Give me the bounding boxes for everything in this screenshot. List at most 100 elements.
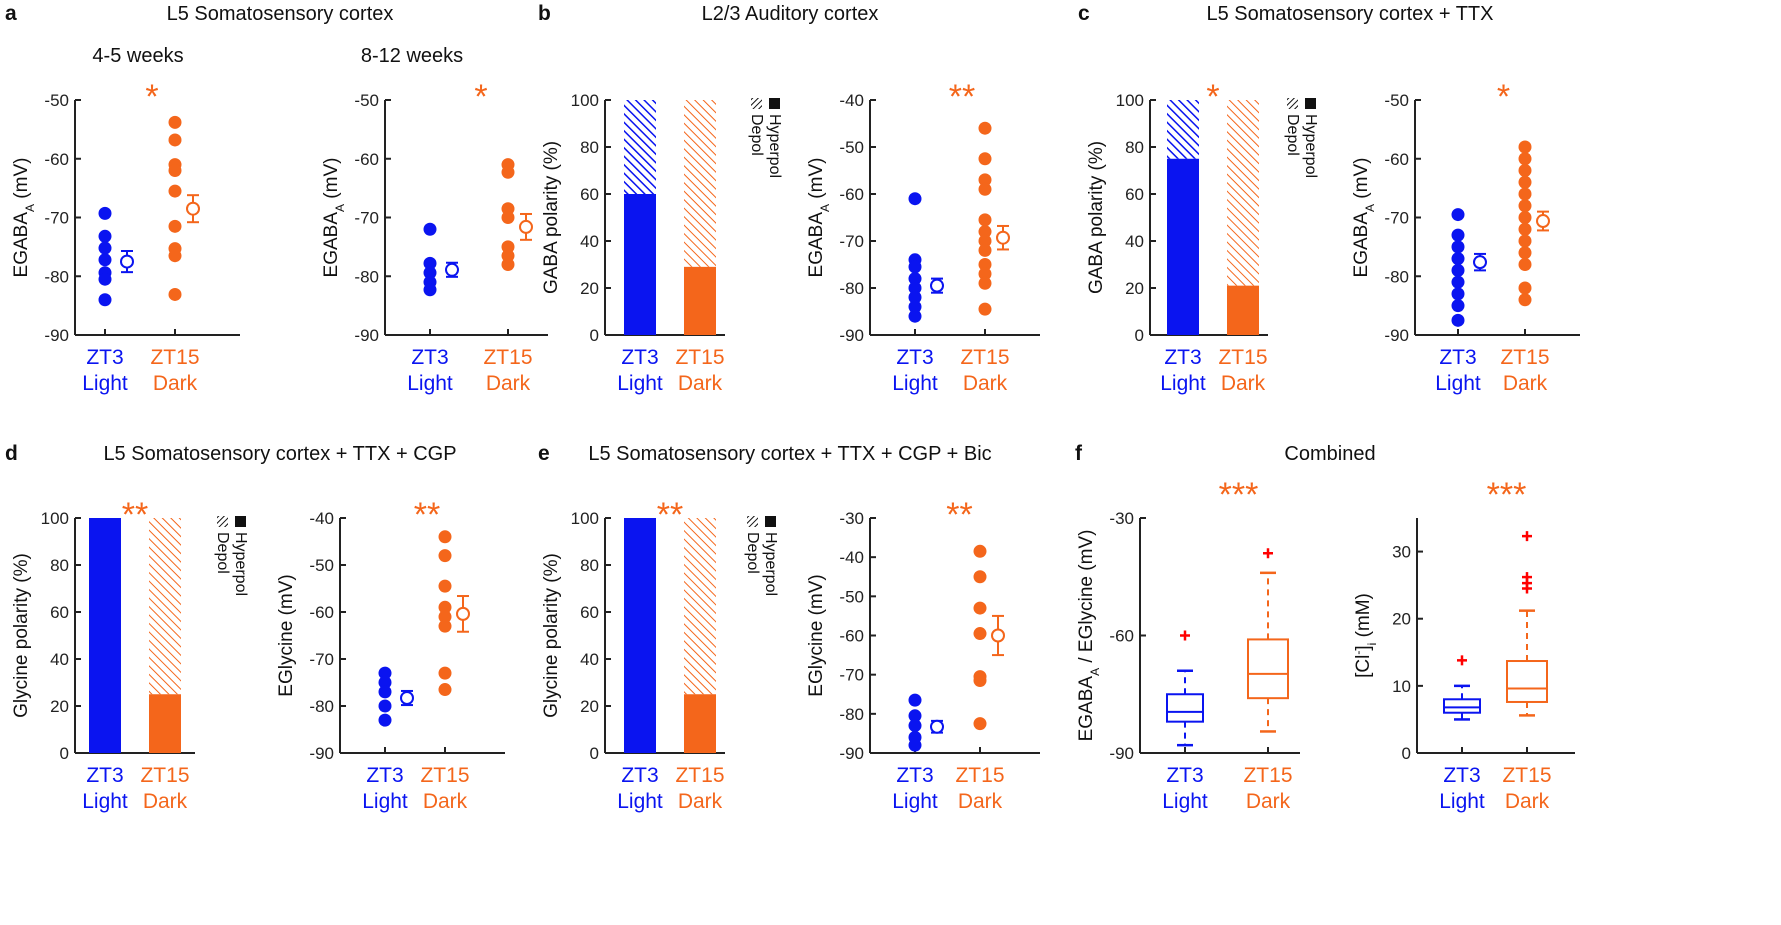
y-tick-label: 60 <box>580 603 599 622</box>
data-point <box>378 699 392 713</box>
data-point <box>438 530 452 544</box>
mean-marker <box>991 628 1005 643</box>
category-label-bottom: Light <box>617 790 663 813</box>
chart-panel-f-10: -90 -60 -30 EGABAA / EGlycine (mV) ZT3 Light Z… <box>1076 476 1300 813</box>
y-tick-label: -80 <box>44 267 69 286</box>
data-point <box>98 253 112 267</box>
data-point <box>168 133 182 147</box>
panel-title: L5 Somatosensory cortex + TTX + CGP + Bi… <box>588 443 991 465</box>
panel-title: Combined <box>1284 443 1375 465</box>
y-axis-label-part: i <box>1365 643 1379 646</box>
category-label-top: ZT3 <box>411 346 448 369</box>
y-tick-label: 80 <box>50 556 69 575</box>
y-axis-label: EGlycine (mV) <box>276 574 297 696</box>
y-tick-label: 0 <box>1135 326 1144 345</box>
category-label-bottom: Dark <box>153 372 198 395</box>
y-tick-label: 60 <box>1125 185 1144 204</box>
legend: Depol Hyperpol <box>1284 98 1319 178</box>
bar-depol <box>149 518 181 695</box>
y-axis-label-part: GABA polarity (%) <box>1086 141 1107 294</box>
significance-stars: ** <box>414 496 440 534</box>
panel-letter: d <box>5 442 18 465</box>
data-point <box>1518 199 1532 213</box>
data-point <box>1518 281 1532 295</box>
y-tick-label: -70 <box>1384 209 1409 228</box>
data-point <box>98 206 112 220</box>
category-label-bottom: Light <box>407 372 453 395</box>
data-point <box>438 549 452 563</box>
data-point <box>1518 140 1532 154</box>
data-point <box>1518 258 1532 271</box>
category-label-top: ZT15 <box>960 346 1009 369</box>
bar-depol <box>624 100 656 194</box>
category-label-top: ZT3 <box>1164 346 1201 369</box>
y-tick-label: -70 <box>354 209 379 228</box>
category-label-bottom: Dark <box>1246 790 1291 813</box>
y-axis-label-part: - <box>1351 651 1365 655</box>
data-point <box>978 173 992 187</box>
y-axis-label-part: A <box>23 204 37 212</box>
category-label-bottom: Dark <box>1221 372 1266 395</box>
bar-depol <box>684 518 716 695</box>
y-axis-label-part: EGABA <box>1351 212 1372 278</box>
data-point <box>978 225 992 239</box>
data-point <box>1518 187 1532 201</box>
y-tick-label: -50 <box>1384 91 1409 110</box>
y-tick-label: -70 <box>44 209 69 228</box>
y-tick-label: 100 <box>41 509 69 528</box>
legend: Depol Hyperpol <box>748 98 783 178</box>
data-point <box>978 152 992 166</box>
y-axis-label-part: A <box>1363 204 1377 212</box>
y-tick-label: -90 <box>44 326 69 345</box>
data-point <box>978 243 992 257</box>
category-label-bottom: Light <box>617 372 663 395</box>
chart-panel-a-0: -90 -80 -70 -60 -50 EGABAA (mV) ZT3 Light ZT15 Da… <box>11 45 240 395</box>
category-label-top: ZT15 <box>1502 764 1551 787</box>
data-point <box>908 709 922 723</box>
data-point <box>908 272 922 286</box>
panel-letter: a <box>5 2 17 25</box>
data-point <box>1451 252 1465 266</box>
data-point <box>168 287 182 301</box>
category-label-top: ZT3 <box>86 346 123 369</box>
y-axis-label-part: EGABA <box>11 212 32 278</box>
category-label-bottom: Dark <box>678 790 723 813</box>
data-point <box>423 222 437 236</box>
category-label-top: ZT15 <box>420 764 469 787</box>
data-point <box>908 309 922 323</box>
y-tick-label: -70 <box>839 666 864 685</box>
y-tick-label: -80 <box>839 279 864 298</box>
significance-stars: * <box>1206 78 1219 116</box>
y-tick-label: 60 <box>50 603 69 622</box>
data-point <box>1451 287 1465 301</box>
data-point <box>438 579 452 593</box>
y-tick-label: -80 <box>354 267 379 286</box>
category-label-top: ZT15 <box>1218 346 1267 369</box>
panel-letter: e <box>538 442 550 465</box>
y-tick-label: 30 <box>1392 543 1411 562</box>
category-label-top: ZT15 <box>955 764 1004 787</box>
legend-depol-swatch <box>747 516 758 527</box>
data-point <box>98 272 112 286</box>
category-label-bottom: Dark <box>1503 372 1548 395</box>
mean-marker <box>456 606 470 621</box>
mean-marker <box>930 278 944 293</box>
y-axis-label-part: A <box>333 204 347 212</box>
category-label-bottom: Light <box>362 790 408 813</box>
chart-panel-a-1: -90 -80 -70 -60 -50 EGABAA (mV) ZT3 Light ZT15 Da… <box>321 45 548 395</box>
chart-panel-d-6: 0 20 40 60 80 100 Glycine polarity (%) ZT3 Light… <box>11 496 249 813</box>
data-point <box>1518 246 1532 260</box>
category-label-bottom: Dark <box>143 790 188 813</box>
category-label-top: ZT15 <box>1500 346 1549 369</box>
y-tick-label: -90 <box>839 326 864 345</box>
data-point <box>973 544 987 558</box>
data-point <box>978 267 992 281</box>
category-label-bottom: Light <box>1439 790 1485 813</box>
data-point <box>908 281 922 295</box>
legend-hyperpol-label: Hyperpol <box>232 532 249 596</box>
data-point <box>168 164 182 177</box>
category-label-bottom: Light <box>82 790 128 813</box>
y-axis-label: EGlycine (mV) <box>806 574 827 696</box>
y-tick-label: 20 <box>580 279 599 298</box>
category-label-bottom: Dark <box>963 372 1008 395</box>
